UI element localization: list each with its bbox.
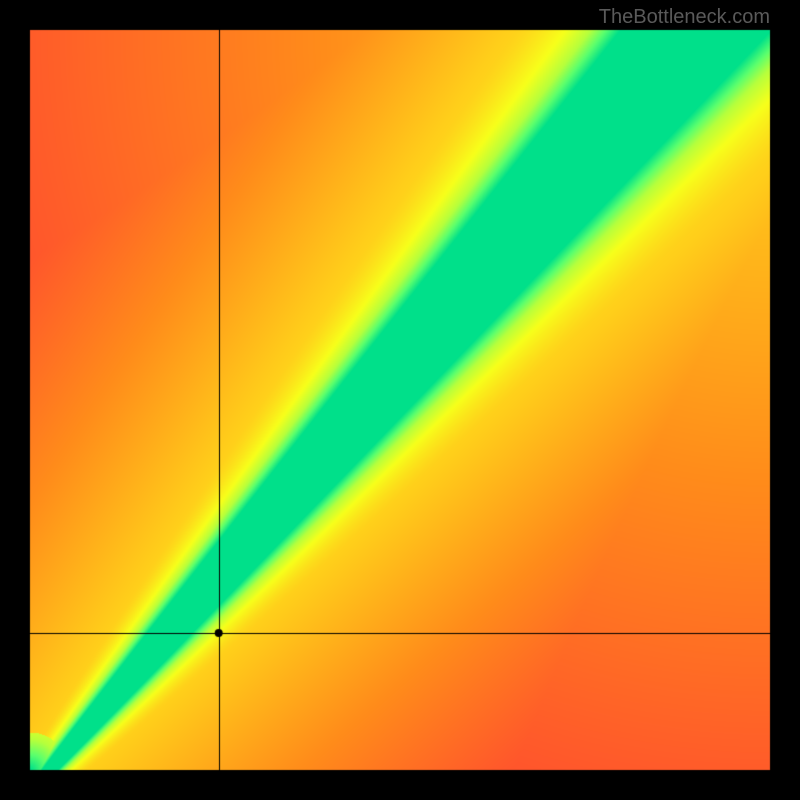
chart-container: TheBottleneck.com: [0, 0, 800, 800]
attribution-text: TheBottleneck.com: [599, 6, 770, 29]
bottleneck-heatmap-canvas: [0, 0, 800, 800]
